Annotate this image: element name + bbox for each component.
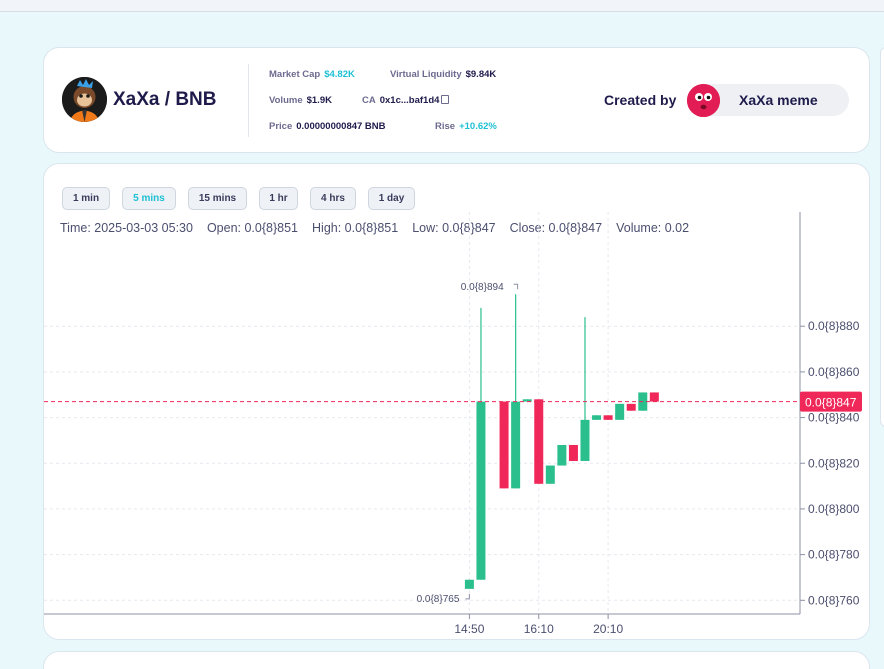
candle-body bbox=[615, 403, 625, 420]
market-cap-value: $4.82K bbox=[324, 69, 355, 80]
candle-body bbox=[580, 419, 590, 461]
max-price-label: 0.0{8}894 bbox=[461, 282, 504, 293]
candle-body bbox=[545, 465, 555, 484]
market-cap-label: Market Cap bbox=[269, 69, 321, 80]
chart-axes: 0.0{8}8800.0{8}8600.0{8}8400.0{8}8200.0{… bbox=[44, 212, 860, 636]
timeframe-15min-button[interactable]: 15 mins bbox=[188, 187, 247, 210]
volume-label: Volume bbox=[269, 95, 303, 106]
creator-profile-link[interactable]: XaXa meme bbox=[687, 84, 849, 117]
ca-value: 0x1c...baf1d4 bbox=[379, 95, 440, 106]
candle-body bbox=[568, 444, 578, 461]
timeframe-4hrs-button[interactable]: 4 hrs bbox=[310, 187, 356, 210]
current-price-label: 0.0{8}847 bbox=[805, 396, 857, 410]
timeframe-5min-button[interactable]: 5 mins bbox=[122, 187, 176, 210]
candle-body bbox=[522, 399, 532, 402]
volume-stat: Volume $1.9K bbox=[269, 95, 332, 106]
price-value: 0.00000000847 BNB bbox=[296, 121, 386, 132]
y-tick-label: 0.0{8}880 bbox=[808, 319, 860, 333]
chart-labels: 0.0{8}847 0.0{8}894 0.0{8}765 bbox=[44, 282, 862, 605]
max-arrow-icon bbox=[513, 283, 519, 290]
side-panel-edge bbox=[880, 47, 884, 427]
top-bar bbox=[0, 0, 884, 12]
virtual-liquidity-value: $9.84K bbox=[465, 69, 497, 80]
y-tick-label: 0.0{8}840 bbox=[808, 411, 860, 425]
rise-label: Rise bbox=[435, 121, 456, 132]
y-tick-label: 0.0{8}800 bbox=[808, 502, 860, 516]
candlestick-chart[interactable]: 0.0{8}8800.0{8}8600.0{8}8400.0{8}8200.0{… bbox=[44, 164, 871, 641]
virtual-liquidity-stat: Virtual Liquidity $9.84K bbox=[390, 69, 496, 80]
x-tick-label: 16:10 bbox=[524, 622, 554, 636]
candle-body bbox=[603, 415, 613, 420]
created-by-label: Created by bbox=[604, 92, 677, 108]
candle-series bbox=[464, 294, 659, 589]
candle-body bbox=[499, 401, 509, 489]
ohlc-close: Close: 0.0{8}847 bbox=[509, 221, 603, 235]
rise-value: +10.62% bbox=[459, 121, 497, 132]
contract-address-stat: CA 0x1c...baf1d4 bbox=[362, 95, 450, 106]
candle-body bbox=[649, 392, 659, 402]
token-info-card: XaXa / BNB Market Cap $4.82K Virtual Liqu… bbox=[43, 47, 870, 153]
min-arrow-icon bbox=[465, 593, 470, 600]
ohlc-legend: Time: 2025-03-03 05:30 Open: 0.0{8}851 Hig… bbox=[60, 221, 703, 235]
ca-label: CA bbox=[362, 95, 376, 106]
price-label: Price bbox=[269, 121, 293, 132]
pair-title: XaXa / BNB bbox=[113, 89, 217, 110]
copy-icon[interactable] bbox=[441, 95, 450, 104]
x-tick-label: 20:10 bbox=[593, 622, 623, 636]
creator-name: XaXa meme bbox=[739, 92, 818, 108]
min-price-label: 0.0{8}765 bbox=[417, 594, 460, 605]
y-tick-label: 0.0{8}760 bbox=[808, 593, 860, 607]
ohlc-volume: Volume: 0.02 bbox=[616, 221, 690, 235]
rise-stat: Rise +10.62% bbox=[435, 121, 497, 132]
chart-grid bbox=[44, 212, 800, 614]
next-card bbox=[43, 651, 870, 669]
ohlc-low: Low: 0.0{8}847 bbox=[412, 221, 496, 235]
y-tick-label: 0.0{8}780 bbox=[808, 548, 860, 562]
candle-body bbox=[511, 401, 521, 489]
candle-body bbox=[592, 415, 602, 420]
y-tick-label: 0.0{8}860 bbox=[808, 365, 860, 379]
price-stat: Price 0.00000000847 BNB bbox=[269, 121, 386, 132]
volume-value: $1.9K bbox=[306, 95, 332, 106]
monkey-avatar-icon bbox=[62, 77, 107, 122]
creator-avatar-icon bbox=[687, 84, 720, 117]
virtual-liquidity-label: Virtual Liquidity bbox=[390, 69, 462, 80]
ohlc-time: Time: 2025-03-03 05:30 bbox=[60, 221, 193, 235]
candle-body bbox=[534, 399, 544, 484]
candle-body bbox=[464, 579, 474, 589]
divider bbox=[248, 64, 249, 137]
market-cap-stat: Market Cap $4.82K bbox=[269, 69, 355, 80]
y-tick-label: 0.0{8}820 bbox=[808, 456, 860, 470]
ohlc-high: High: 0.0{8}851 bbox=[312, 221, 399, 235]
candle-body bbox=[557, 444, 567, 466]
candle-body bbox=[626, 403, 636, 411]
chart-card: 1 min 5 mins 15 mins 1 hr 4 hrs 1 day Ti… bbox=[43, 163, 870, 640]
timeframe-1hr-button[interactable]: 1 hr bbox=[259, 187, 298, 210]
x-tick-label: 14:50 bbox=[454, 622, 484, 636]
timeframe-1min-button[interactable]: 1 min bbox=[62, 187, 110, 210]
timeframe-1day-button[interactable]: 1 day bbox=[368, 187, 415, 210]
current-price-tag bbox=[800, 391, 862, 412]
candle-body bbox=[476, 401, 486, 580]
ohlc-open: Open: 0.0{8}851 bbox=[206, 221, 299, 235]
